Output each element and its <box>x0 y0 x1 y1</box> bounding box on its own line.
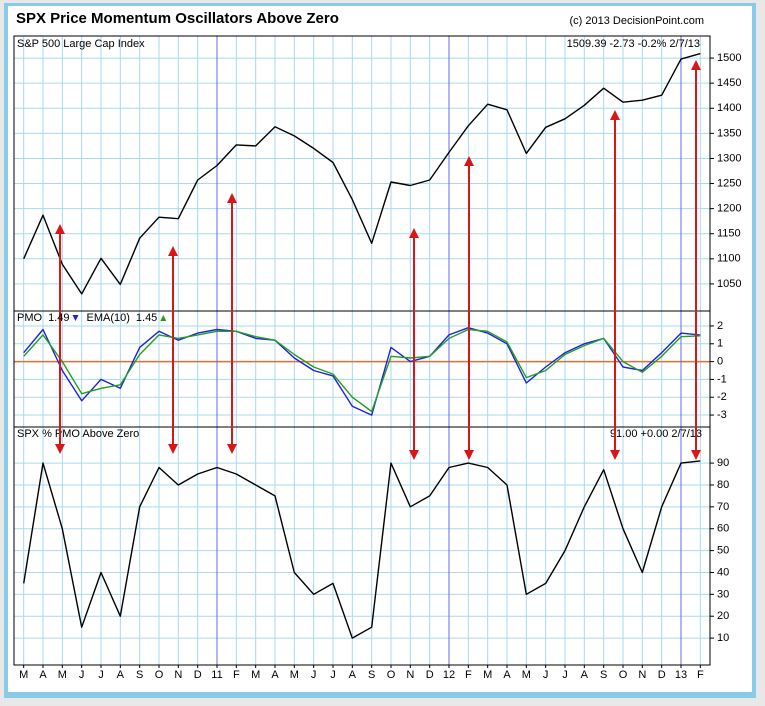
y-tick-label: 1250 <box>717 177 741 189</box>
series-line <box>23 460 701 639</box>
x-tick-label: M <box>483 669 492 681</box>
x-tick-label: M <box>58 669 67 681</box>
y-tick-label: -2 <box>717 391 727 403</box>
x-tick-label: N <box>174 669 182 681</box>
x-tick-label: A <box>349 669 357 681</box>
annotation-arrows <box>55 60 701 460</box>
y-tick-label: 1500 <box>717 52 741 64</box>
last-value: 91.00 +0.00 2/7/13 <box>610 428 702 440</box>
x-tick-label: J <box>543 669 549 681</box>
x-tick-label: D <box>426 669 434 681</box>
series-line <box>23 327 701 416</box>
y-tick-label: 1300 <box>717 152 741 164</box>
x-tick-label: S <box>368 669 375 681</box>
legend-trend <box>72 315 79 321</box>
x-tick-label: J <box>330 669 336 681</box>
x-tick-label: J <box>311 669 317 681</box>
legend-label: PMO <box>17 312 43 324</box>
y-tick-label: 0 <box>717 356 723 368</box>
y-tick-label: 1150 <box>717 228 741 240</box>
y-tick-label: 10 <box>717 632 729 644</box>
y-tick-label: 50 <box>717 545 729 557</box>
x-tick-label: N <box>406 669 414 681</box>
x-tick-label: A <box>503 669 511 681</box>
y-tick-label: 20 <box>717 610 729 622</box>
legend-value: 1.49 <box>48 312 69 324</box>
y-tick-label: 1050 <box>717 278 741 290</box>
legend-trend <box>160 315 167 321</box>
x-tick-label: M <box>290 669 299 681</box>
y-tick-label: 40 <box>717 566 729 578</box>
x-tick-label: F <box>465 669 472 681</box>
source: (c) 2013 DecisionPoint.com <box>569 15 704 27</box>
x-tick-label: J <box>98 669 104 681</box>
chart-panel <box>8 6 752 692</box>
y-tick-label: 1100 <box>717 253 741 265</box>
y-tick-label: 1200 <box>717 203 741 215</box>
y-tick-label: 60 <box>717 523 729 535</box>
y-tick-label: 2 <box>717 320 723 332</box>
x-tick-label: O <box>387 669 396 681</box>
x-tick-label: A <box>117 669 125 681</box>
panel-label: S&P 500 Large Cap Index <box>17 38 145 50</box>
series-line <box>23 52 701 295</box>
panel-label: SPX % PMO Above Zero <box>17 428 139 440</box>
x-tick-label: A <box>39 669 47 681</box>
x-tick-label: D <box>194 669 202 681</box>
y-tick-label: -3 <box>717 409 727 421</box>
x-tick-label: J <box>79 669 85 681</box>
y-tick-label: 1450 <box>717 77 741 89</box>
y-tick-label: 1350 <box>717 127 741 139</box>
panel-border <box>13 426 711 666</box>
legend-label: EMA(10) <box>86 312 129 324</box>
x-tick-label: J <box>562 669 568 681</box>
x-tick-label: F <box>697 669 704 681</box>
x-tick-label: M <box>522 669 531 681</box>
x-tick-label: S <box>600 669 607 681</box>
y-tick-label: 30 <box>717 588 729 600</box>
chart-title: SPX Price Momentum Oscillators Above Zer… <box>16 10 339 27</box>
y-tick-label: 70 <box>717 501 729 513</box>
x-tick-label: N <box>638 669 646 681</box>
y-tick-label: -1 <box>717 373 727 385</box>
plot-area <box>13 35 714 668</box>
y-tick-label: 1400 <box>717 102 741 114</box>
y-tick-label: 1 <box>717 338 723 350</box>
y-tick-label: 80 <box>717 479 729 491</box>
x-tick-label: M <box>19 669 28 681</box>
series-line <box>23 328 701 413</box>
x-tick-label: 13 <box>675 669 687 681</box>
x-tick-label: 12 <box>443 669 455 681</box>
x-tick-label: 11 <box>211 669 222 681</box>
x-tick-label: A <box>581 669 589 681</box>
legend-value: 1.45 <box>136 312 157 324</box>
x-tick-label: F <box>233 669 240 681</box>
x-tick-label: O <box>155 669 164 681</box>
y-tick-label: 90 <box>717 457 729 469</box>
last-value: 1509.39 -2.73 -0.2% 2/7/13 <box>567 38 700 50</box>
x-tick-label: O <box>619 669 628 681</box>
x-tick-label: D <box>658 669 666 681</box>
x-tick-label: M <box>251 669 260 681</box>
x-tick-label: A <box>271 669 279 681</box>
x-tick-label: S <box>136 669 143 681</box>
